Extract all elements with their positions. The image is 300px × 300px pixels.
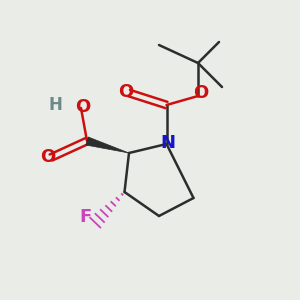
Polygon shape — [86, 137, 129, 153]
Text: H: H — [49, 96, 62, 114]
Text: N: N — [160, 134, 175, 152]
Text: O: O — [75, 98, 90, 116]
Text: F: F — [80, 208, 92, 226]
Text: O: O — [40, 148, 56, 166]
Text: O: O — [118, 82, 134, 100]
Text: O: O — [194, 84, 208, 102]
